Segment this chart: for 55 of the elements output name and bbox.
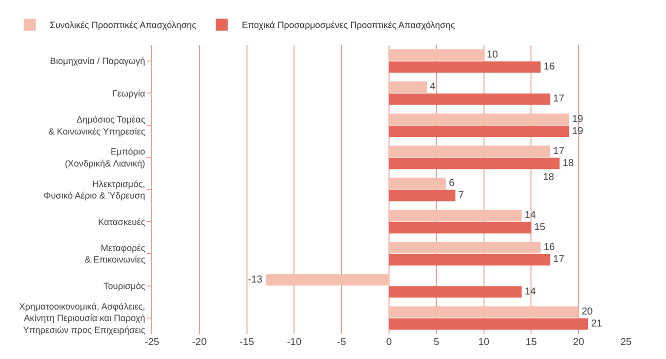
data-label: 20 <box>582 306 594 318</box>
annotation: 18 <box>543 172 555 183</box>
x-tick-label: 5 <box>434 337 440 348</box>
data-label: 17 <box>553 94 565 105</box>
data-label: 4 <box>430 82 436 93</box>
data-label: 17 <box>553 254 565 266</box>
x-tick-label: -5 <box>337 337 346 348</box>
bar <box>389 93 550 105</box>
x-tick-label: 15 <box>526 337 538 348</box>
bar <box>389 222 532 234</box>
y-tick-label: Εμπόριο (Χονδρική& Λιανική) <box>64 146 146 168</box>
data-label: 17 <box>553 146 565 157</box>
y-tick-label: Δημόσιος Τομέας & Κοινωνικές Υπηρεσίες <box>48 114 146 136</box>
legend-label: Συνολικές Προοπτικές Απασχόλησης <box>50 20 197 30</box>
data-label: 10 <box>486 50 498 61</box>
y-tick-label: Τουρισμός <box>104 280 146 291</box>
data-label: 15 <box>534 222 546 234</box>
x-tick-label: -10 <box>286 337 302 348</box>
y-tick-label: Βιομηχανία / Παραγωγή <box>50 56 146 66</box>
y-tick-label: Κατασκευές <box>98 216 146 227</box>
data-label: 6 <box>448 178 455 189</box>
data-label: 21 <box>591 318 603 330</box>
bar <box>389 286 522 298</box>
data-label: 16 <box>544 242 556 254</box>
data-label: 7 <box>458 190 464 202</box>
bar <box>389 126 570 138</box>
y-tick-label: Γεωργία <box>112 88 146 98</box>
bar <box>389 114 570 125</box>
bar <box>389 242 541 254</box>
x-tick-label: 20 <box>573 337 585 348</box>
x-tick-label: 0 <box>386 337 392 348</box>
x-tick-label: -20 <box>192 337 208 348</box>
x-tick-label: -25 <box>144 337 160 348</box>
bar <box>389 158 560 170</box>
bar <box>389 49 484 61</box>
bar <box>389 306 579 318</box>
legend-label: Εποχικά Προσαρμοσμένες Προοπτικές Απασχόλησης <box>242 20 456 30</box>
data-label: -13 <box>248 274 263 286</box>
bar <box>389 61 541 73</box>
bar <box>389 190 456 202</box>
bar <box>389 146 550 158</box>
y-tick-label: Χρηματοοικονομικά, Ασφάλειες, Ακίνητη Περιουσία και Παροχή Υπηρεσιών προς Επιχειρήσεις <box>19 301 146 335</box>
y-tick-label: Ηλεκτρισμός, Φυσικό Αέριο & Ύδρευση <box>44 178 146 200</box>
bar <box>266 274 389 286</box>
data-label: 16 <box>544 62 556 73</box>
data-label: 18 <box>562 158 574 169</box>
y-tick-label: Μεταφορές & Επικοινωνίες <box>84 243 146 265</box>
bar <box>389 318 588 330</box>
x-tick-label: 10 <box>478 337 490 348</box>
x-tick-label: 25 <box>620 337 632 348</box>
bar <box>389 81 427 93</box>
bar <box>389 254 550 266</box>
x-tick-label: -15 <box>240 337 254 348</box>
bar <box>389 178 446 190</box>
bar <box>389 210 522 222</box>
